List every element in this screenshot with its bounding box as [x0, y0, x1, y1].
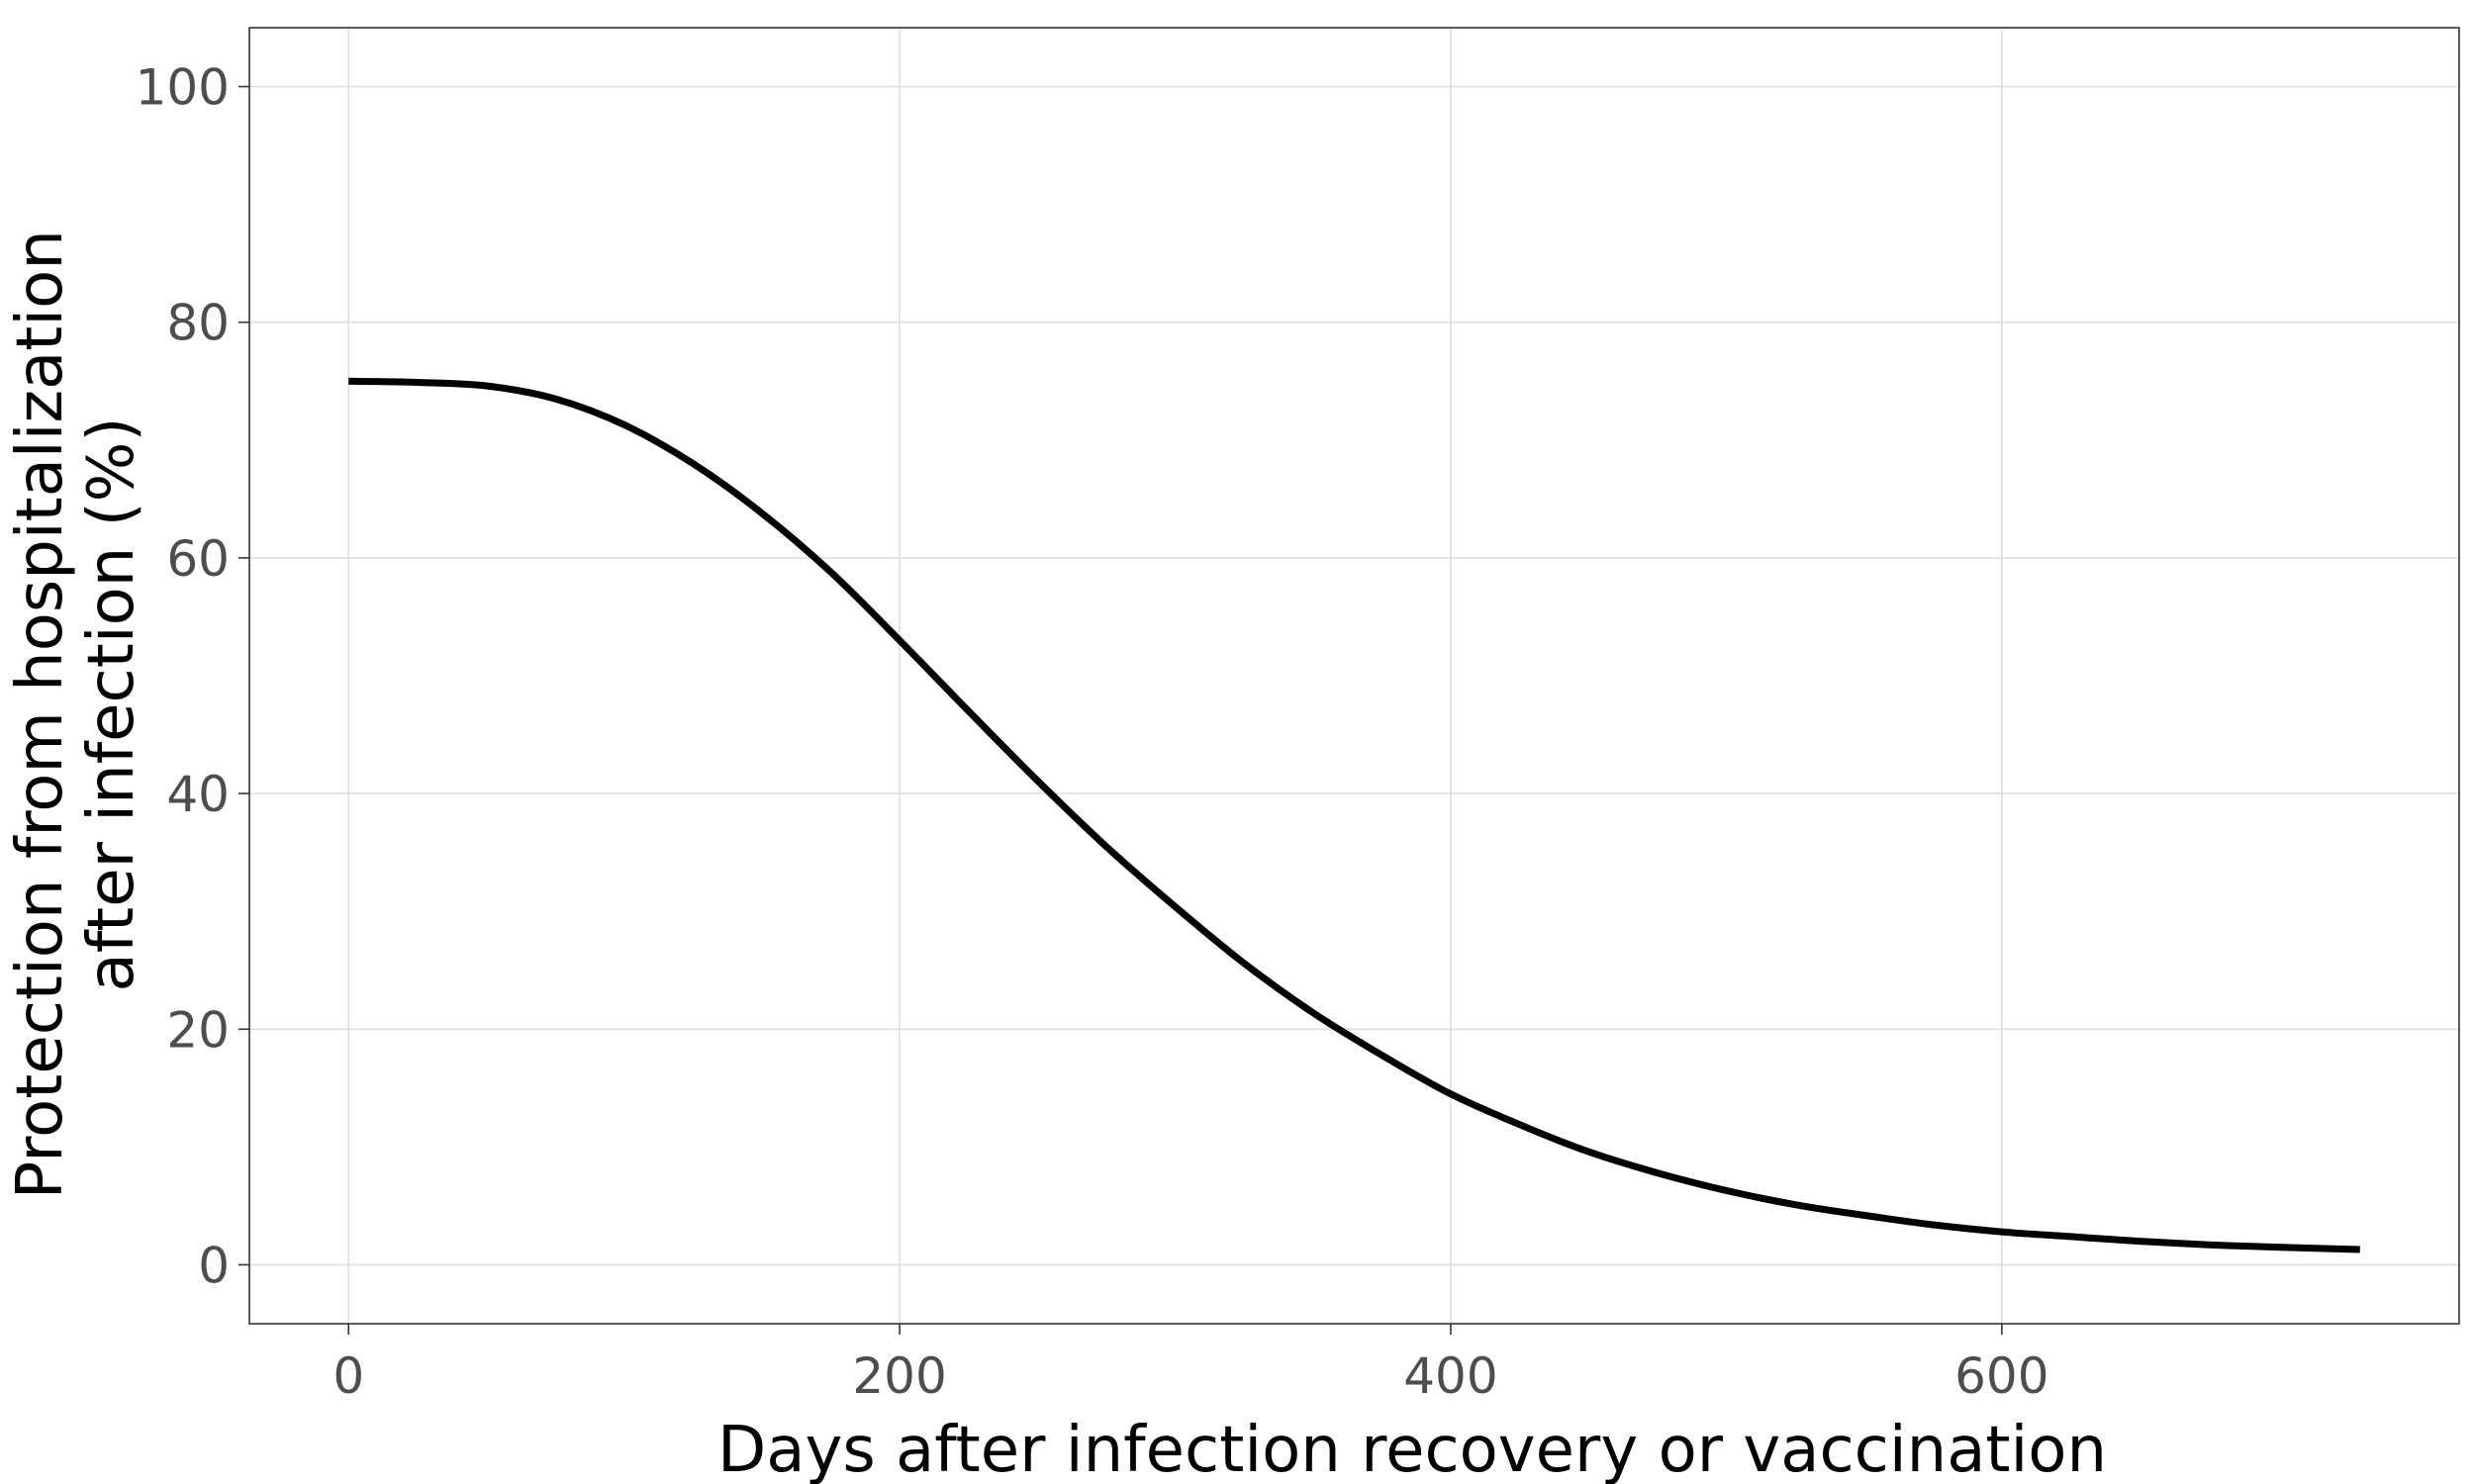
y-axis-title-line-1: Protection from hospitalization: [4, 230, 77, 1199]
y-tick-label: 80: [166, 295, 230, 352]
x-tick-label: 400: [1403, 1347, 1497, 1405]
plot-panel-border: [248, 27, 2460, 1325]
x-tick-label: 0: [333, 1347, 364, 1405]
y-tick-label: 40: [166, 766, 230, 823]
x-axis-title: Days after infection recovery or vaccina…: [717, 1414, 2107, 1484]
grid-lines: [249, 28, 2459, 1324]
y-axis-title-line-2: after infection (%): [75, 417, 148, 992]
y-tick-label: 60: [166, 530, 230, 588]
x-axis: 0 200 400 600: [333, 1324, 2049, 1405]
x-tick-label: 600: [1954, 1347, 2048, 1405]
x-tick-label: 200: [852, 1347, 946, 1405]
y-tick-label: 0: [198, 1237, 230, 1294]
protection-curve: [348, 377, 2360, 1253]
y-axis: 0 20 40 60 80 100: [136, 59, 249, 1294]
y-axis-title: Protection from hospitalization after in…: [4, 210, 148, 1200]
y-tick-label: 100: [136, 59, 230, 117]
y-tick-label: 20: [166, 1001, 230, 1059]
